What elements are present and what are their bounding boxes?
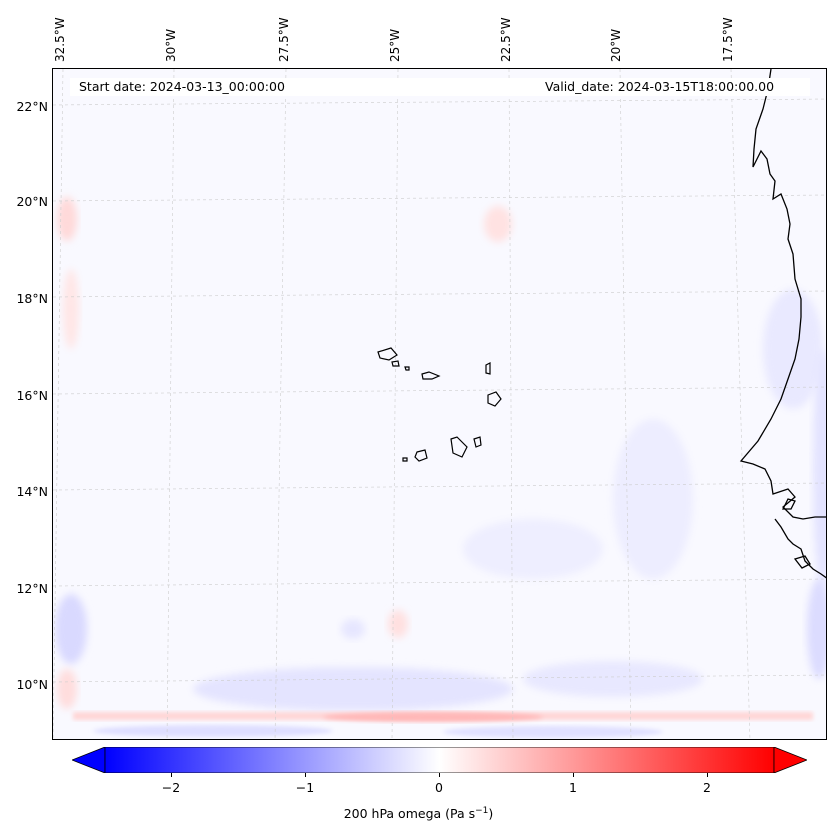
omega-shading (55, 197, 826, 738)
start-date-label: Start date: 2024-03-13_00:00:00 (79, 79, 285, 94)
lon-label-20w: 20°W (609, 28, 623, 62)
colorbar-label-prefix: 200 hPa omega (Pa s (343, 806, 476, 822)
lat-label-20n: 20°N (16, 194, 48, 209)
colorbar-tick-label: 0 (435, 780, 443, 795)
lat-label-10n: 10°N (16, 677, 48, 692)
colorbar-tick-label: −1 (295, 780, 315, 795)
colorbar-tickmark (171, 773, 172, 777)
colorbar-tickmark (439, 773, 440, 777)
lon-label-25w: 25°W (388, 28, 402, 62)
colorbar-extend-max (773, 746, 809, 774)
colorbar-extend-min (70, 746, 106, 774)
colorbar-label: 200 hPa omega (Pa s−1) (0, 806, 837, 821)
colorbar-svg (70, 746, 809, 774)
lon-label-22-5w: 22.5°W (499, 17, 513, 62)
lat-label-14n: 14°N (16, 484, 48, 499)
colorbar-tickmark (305, 773, 306, 777)
map-panel (52, 68, 827, 740)
colorbar-label-suffix: ) (488, 806, 494, 822)
cape-verde-islands (377, 347, 502, 462)
colorbar (70, 746, 809, 774)
lat-label-16n: 16°N (16, 388, 48, 403)
omega-field-map (53, 69, 826, 739)
colorbar-label-exponent: −1 (475, 806, 489, 816)
colorbar-body (104, 746, 775, 774)
valid-date-label: Valid_date: 2024-03-15T18:00:00.00 (545, 79, 775, 94)
lon-label-17-5w: 17.5°W (721, 17, 735, 62)
lon-label-30w: 30°W (164, 28, 178, 62)
graticule (53, 69, 826, 739)
coastline-africa (739, 69, 826, 579)
colorbar-tick-label: 1 (569, 780, 577, 795)
colorbar-tickmark (707, 773, 708, 777)
lon-label-32-5w: 32.5°W (53, 17, 67, 62)
colorbar-tick-label: 2 (703, 780, 711, 795)
lat-label-22n: 22°N (16, 99, 48, 114)
lat-label-12n: 12°N (16, 581, 48, 596)
info-bar (70, 78, 810, 96)
lon-label-27-5w: 27.5°W (277, 17, 291, 62)
lat-label-18n: 18°N (16, 291, 48, 306)
colorbar-tickmark (573, 773, 574, 777)
colorbar-tick-label: −2 (161, 780, 181, 795)
